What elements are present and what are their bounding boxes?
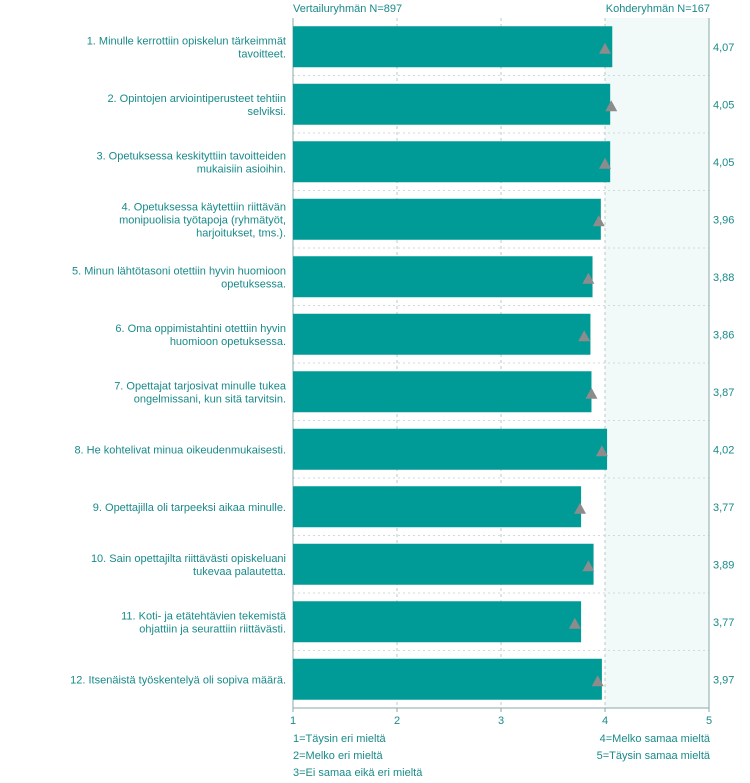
comparison-marker [605,100,618,112]
target-group-label: Kohderyhmän N=167 [605,3,710,15]
x-tick-label: 5 [706,715,712,727]
category-label-line: 12. Itsenäistä työskentelyä oli sopiva m… [70,674,286,686]
category-label: 12. Itsenäistä työskentelyä oli sopiva m… [70,674,286,686]
legend-1: 1=Täysin eri mieltä [293,733,386,745]
comparison-marker [592,215,605,227]
legend-4: 4=Melko samaa mieltä [599,733,710,745]
comparison-marker [599,157,611,169]
bar [293,543,594,585]
comparison-marker [574,502,587,514]
category-label: 2. Opintojen arviointiperusteet tehtiin s… [107,93,286,118]
category-label-line: 3. Opetuksessa keskityttiin tavoitteiden [96,150,286,162]
category-label-line: huomioon opetuksessa. [170,336,286,348]
value-label: 4,05 [713,157,734,169]
bar [293,26,613,68]
category-label-line: 6. Oma oppimistahtini otettiin hyvin [115,323,286,335]
category-label-line: harjoitukset, tms.). [196,227,286,239]
bar [293,486,582,528]
category-label-line: 11. Koti- ja etätehtävien tekemistä [121,610,287,622]
value-label: 3,77 [713,502,734,514]
bar [293,371,592,413]
bar [293,313,591,355]
value-label: 3,89 [713,559,734,571]
category-label-line: 4. Opetuksessa käytettiin riittävän [122,201,286,213]
category-label-line: tukevaa palautetta. [193,566,286,578]
category-label-line: 5. Minun lähtötasoni otettiin hyvin huom… [72,265,286,277]
category-label-line: monipuolisia työtapoja (ryhmätyöt, [119,214,286,226]
comparison-marker [582,560,595,572]
bar [293,141,611,183]
category-label: 1. Minulle kerrottiin opiskelun tärkeimm… [87,35,286,60]
category-label-line: 1. Minulle kerrottiin opiskelun tärkeimm… [87,35,286,47]
category-label-line: 2. Opintojen arviointiperusteet tehtiin [107,93,286,105]
category-label-line: opetuksessa. [221,278,286,290]
x-tick-label: 2 [394,715,400,727]
category-label: 4. Opetuksessa käytettiin riittävän monip… [119,201,286,239]
category-label: 6. Oma oppimistahtini otettiin hyvin huom… [115,323,286,348]
bar [293,658,602,700]
legend-2: 2=Melko eri mieltä [293,750,383,762]
bar [293,428,608,470]
category-label-line: 8. He kohtelivat minua oikeudenmukaisest… [74,444,286,456]
value-label: 4,05 [713,99,734,111]
x-tick-label: 3 [498,715,504,727]
bar [293,601,582,643]
value-label: 3,96 [713,214,734,226]
category-label: 7. Opettajat tarjosivat minulle tukea ong… [114,380,287,405]
comparison-marker [599,42,611,54]
category-label: 11. Koti- ja etätehtävien tekemistä ohjat… [121,610,287,635]
comparison-marker [568,617,581,629]
comparison-marker [595,445,608,457]
value-label: 4,07 [713,42,734,54]
value-label: 3,88 [713,272,734,284]
category-label: 9. Opettajilla oli tarpeeksi aikaa minul… [93,502,286,514]
value-label: 3,77 [713,617,734,629]
agree-zone [605,18,709,708]
comparison-marker [585,387,598,399]
bar [293,256,593,298]
bar [293,198,601,240]
x-tick-label: 4 [602,715,608,727]
category-label-line: 10. Sain opettajilta riittävästi opiskel… [91,553,286,565]
category-label-line: ongelmissani, kun sitä tarvitsin. [134,393,286,405]
category-label-line: tavoitteet. [238,48,286,60]
legend-5: 5=Täysin samaa mieltä [596,750,710,762]
category-label-line: selviksi. [247,106,286,118]
comparison-marker [582,272,595,284]
category-label: 10. Sain opettajilta riittävästi opiskel… [91,553,286,578]
value-label: 4,02 [713,444,734,456]
comparison-marker [591,675,604,687]
category-label: 8. He kohtelivat minua oikeudenmukaisest… [74,444,286,456]
legend-3: 3=Ei samaa eikä eri mieltä [293,767,423,779]
category-label-line: mukaisiin asioihin. [197,163,286,175]
value-label: 3,97 [713,674,734,686]
value-label: 3,86 [713,329,734,341]
x-tick-label: 1 [290,715,296,727]
comparison-group-label: Vertailuryhmän N=897 [293,3,403,15]
bar [293,83,611,125]
comparison-marker [578,330,591,342]
category-label: 3. Opetuksessa keskityttiin tavoitteiden… [96,150,286,175]
category-label: 5. Minun lähtötasoni otettiin hyvin huom… [72,265,286,290]
category-label-line: 9. Opettajilla oli tarpeeksi aikaa minul… [93,502,286,514]
category-label-line: 7. Opettajat tarjosivat minulle tukea [114,380,287,392]
value-label: 3,87 [713,387,734,399]
category-label-line: ohjattiin ja seurattiin riittävästi. [139,623,286,635]
